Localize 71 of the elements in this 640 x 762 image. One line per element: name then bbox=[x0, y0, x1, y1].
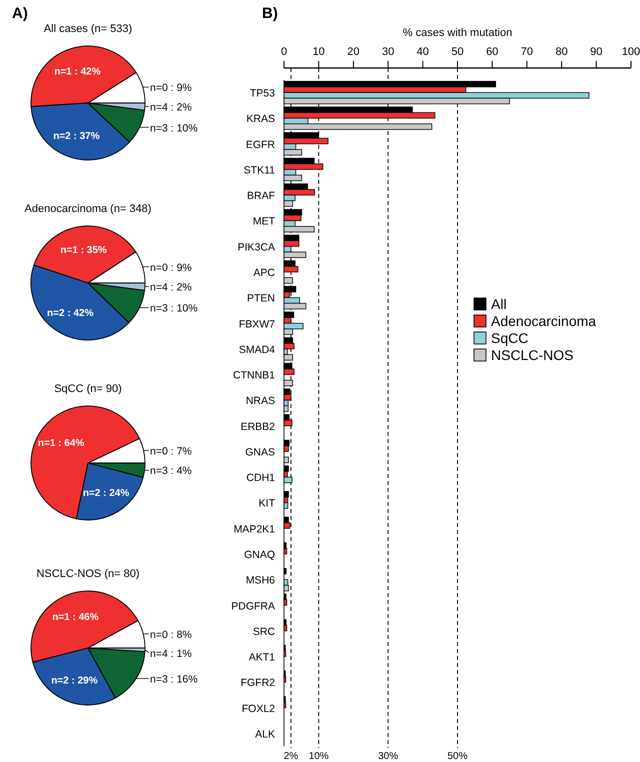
y-tick-label: PIK3CA bbox=[238, 241, 275, 254]
x-tick-label: 0 bbox=[280, 46, 288, 58]
slice-label: n=4 : 1% bbox=[150, 648, 192, 660]
y-tick-label: KRAS bbox=[246, 113, 275, 126]
y-tick-label: ALK bbox=[255, 728, 275, 740]
slice-label: n=0 : 9% bbox=[150, 82, 192, 94]
x-tick-label: 10 bbox=[312, 46, 325, 58]
x-tick-label: 100 bbox=[622, 46, 640, 58]
y-tick-label: BRAF bbox=[246, 190, 275, 202]
y-tick-label: CDH1 bbox=[246, 472, 276, 484]
y-tick-label: TP53 bbox=[250, 88, 276, 100]
slice-label: n=2 : 24% bbox=[82, 488, 130, 500]
legend-label: SqCC bbox=[491, 330, 528, 346]
x-tick-label: 50 bbox=[451, 46, 464, 58]
legend-label: Adenocarcinoma bbox=[491, 313, 596, 329]
x-tick-label: 30 bbox=[382, 46, 394, 58]
y-tick-label: MET bbox=[252, 216, 276, 228]
x-tick-label: 90 bbox=[590, 46, 602, 58]
y-tick-label: PTEN bbox=[246, 292, 275, 305]
x-axis-title: % cases with mutation bbox=[402, 27, 512, 39]
chart-title: SqCC (n= 90) bbox=[54, 383, 122, 395]
legend-label: All bbox=[491, 296, 507, 312]
x-tick-label: 40 bbox=[416, 46, 429, 58]
y-tick-label: SMAD4 bbox=[238, 344, 276, 356]
chart-title: All cases (n= 533) bbox=[44, 23, 132, 35]
y-tick-label: ERBB2 bbox=[240, 420, 276, 433]
slice-label: n=0 : 9% bbox=[150, 262, 192, 274]
slice-label: n=1 : 46% bbox=[52, 612, 99, 624]
slice-label: n=1 : 35% bbox=[60, 245, 107, 256]
slice-label: n=3 : 10% bbox=[150, 122, 198, 134]
y-tick-label: EGFR bbox=[246, 138, 276, 151]
x-tick-label: 20 bbox=[347, 46, 360, 58]
slice-label: n=3 : 4% bbox=[150, 465, 192, 478]
chart-title: NSCLC-NOS (n= 80) bbox=[36, 568, 140, 580]
x-tick-label: 70 bbox=[520, 46, 534, 58]
chart-title: Adenocarcinoma (n= 348) bbox=[24, 203, 152, 215]
x-tick-label: 80 bbox=[555, 46, 568, 58]
text: B) bbox=[262, 5, 278, 22]
slice-label: n=0 : 8% bbox=[150, 628, 192, 641]
y-tick-label: MSH6 bbox=[246, 574, 276, 587]
y-tick-label: APC bbox=[253, 267, 276, 280]
slice-label: n=2 : 37% bbox=[53, 131, 100, 142]
y-tick-label: FOXL2 bbox=[242, 702, 276, 715]
y-tick-label: SRC bbox=[252, 626, 276, 638]
slice-label: n=2 : 42% bbox=[47, 308, 94, 320]
y-tick-label: GNAQ bbox=[244, 548, 275, 561]
ref-line-label: 30% bbox=[378, 751, 398, 762]
slice-label: n=0 : 7% bbox=[150, 445, 192, 458]
slice-label: n=4 : 2% bbox=[150, 282, 192, 294]
y-tick-label: KIT bbox=[258, 498, 276, 510]
y-tick-label: CTNNB1 bbox=[232, 370, 276, 382]
ref-line-label: 10% bbox=[308, 751, 329, 762]
slice-label: n=4 : 2% bbox=[150, 102, 192, 114]
y-tick-label: AKT1 bbox=[248, 652, 276, 664]
y-tick-label: NRAS bbox=[246, 395, 275, 408]
y-tick-label: MAP2K1 bbox=[234, 523, 276, 536]
slice-label: n=3 : 10% bbox=[150, 302, 198, 315]
x-tick-label: 60 bbox=[486, 46, 498, 58]
legend-label: NSCLC-NOS bbox=[491, 347, 574, 363]
ref-line-label: 50% bbox=[447, 751, 468, 762]
y-tick-label: STK11 bbox=[244, 164, 276, 176]
y-tick-label: PDGFRA bbox=[231, 600, 275, 612]
slice-label: n=2 : 29% bbox=[51, 675, 98, 686]
y-tick-label: FGFR2 bbox=[240, 677, 276, 690]
ref-line-label: 2% bbox=[284, 751, 298, 762]
text: A) bbox=[12, 5, 28, 22]
slice-label: n=3 : 16% bbox=[150, 674, 198, 686]
slice-label: n=1 : 42% bbox=[54, 66, 101, 78]
y-tick-label: GNAS bbox=[245, 446, 275, 458]
y-tick-label: FBXW7 bbox=[238, 318, 276, 330]
slice-label: n=1 : 64% bbox=[38, 438, 84, 449]
